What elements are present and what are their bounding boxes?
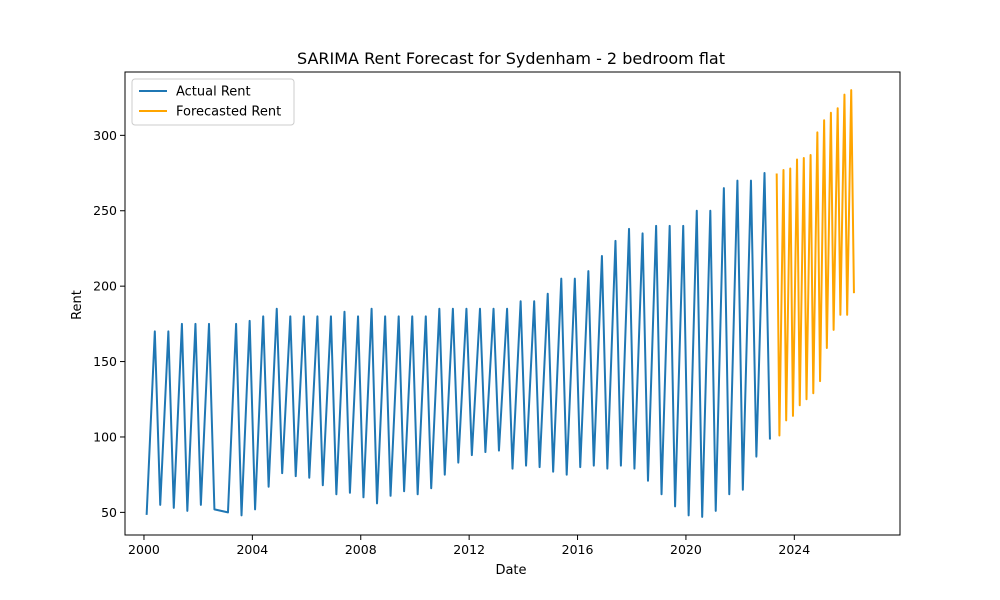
chart-title: SARIMA Rent Forecast for Sydenham - 2 be… bbox=[297, 49, 725, 68]
legend-box bbox=[131, 78, 295, 126]
y-axis-title: Rent bbox=[70, 290, 85, 320]
x-axis: 2000 2004 2008 2012 2016 2020 2024 bbox=[128, 535, 810, 557]
x-tick-label: 2012 bbox=[453, 542, 485, 557]
legend-label: Forecasted Rent bbox=[176, 105, 281, 120]
x-tick-label: 2024 bbox=[778, 542, 810, 557]
x-tick-label: 2020 bbox=[670, 542, 702, 557]
legend: Actual Rent Forecasted Rent bbox=[131, 78, 295, 126]
y-tick-label: 300 bbox=[93, 128, 117, 143]
x-tick-label: 2000 bbox=[128, 542, 160, 557]
y-tick-label: 150 bbox=[93, 354, 117, 369]
y-tick-label: 200 bbox=[93, 279, 117, 294]
legend-label: Actual Rent bbox=[176, 85, 251, 100]
series-line-actual-rent bbox=[145, 172, 771, 518]
x-tick-label: 2004 bbox=[236, 542, 268, 557]
plot-frame bbox=[124, 71, 901, 536]
series-line-forecasted-rent bbox=[775, 89, 855, 437]
y-axis: 50 100 150 200 250 300 bbox=[93, 128, 125, 520]
x-axis-title: Date bbox=[495, 563, 526, 578]
y-tick-label: 50 bbox=[101, 505, 117, 520]
x-tick-label: 2016 bbox=[562, 542, 594, 557]
plot-area bbox=[124, 71, 901, 536]
x-tick-label: 2008 bbox=[345, 542, 377, 557]
y-tick-label: 100 bbox=[93, 429, 117, 444]
y-tick-label: 250 bbox=[93, 203, 117, 218]
